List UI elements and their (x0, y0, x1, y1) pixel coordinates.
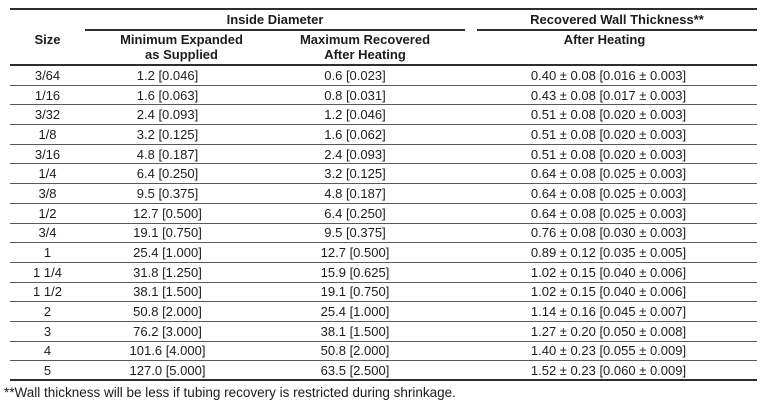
max-recovered-cell: 50.8 [2.000] (320, 343, 390, 359)
table-row: 1 1/2 38.1 [1.500] 19.1 [0.750] 1.02 ± 0.15… (10, 283, 757, 303)
max-recovered-cell: 25.4 [1.000] (320, 304, 390, 320)
min-expanded-cell: 3.2 [0.125] (136, 126, 199, 142)
table-row: 1/2 12.7 [0.500] 6.4 [0.250] 0.64 ± 0.08 [0… (10, 204, 757, 224)
min-expanded-cell: 38.1 [1.500] (133, 284, 202, 300)
min-expanded-cell: 12.7 [0.500] (133, 205, 202, 221)
column-header-after-heating: After Heating (563, 32, 646, 47)
max-recovered-cell: 3.2 [0.125] (324, 166, 386, 182)
group-header-inside-diameter: Inside Diameter (85, 10, 465, 31)
size-cell: 5 (43, 362, 52, 378)
min-expanded-cell: 50.8 [2.000] (133, 304, 202, 320)
size-cell: 1/8 (38, 126, 57, 142)
table-row: 5 127.0 [5.000] 63.5 [2.500] 1.52 ± 0.23 [0… (10, 361, 757, 381)
max-recovered-cell: 1.2 [0.046] (324, 107, 386, 123)
size-cell: 3/4 (38, 225, 57, 241)
min-expanded-cell: 4.8 [0.187] (136, 146, 199, 162)
table-row: 3/32 2.4 [0.093] 1.2 [0.046] 0.51 ± 0.08 [0… (10, 105, 757, 126)
max-recovered-cell: 0.6 [0.023] (324, 67, 386, 83)
min-expanded-cell: 1.6 [0.063] (136, 87, 199, 103)
min-expanded-cell: 25.4 [1.000] (133, 245, 202, 261)
size-cell: 1/16 (34, 87, 61, 103)
max-recovered-cell: 15.9 [0.625] (320, 264, 390, 280)
group-header-spacer (10, 10, 85, 31)
table-row: 3/8 9.5 [0.375] 4.8 [0.187] 0.64 ± 0.08 [0.… (10, 184, 757, 204)
size-cell: 3 (43, 323, 52, 339)
table-row: 1/16 1.6 [0.063] 0.8 [0.031] 0.43 ± 0.08 [0… (10, 86, 757, 106)
min-expanded-cell: 101.6 [4.000] (129, 343, 206, 359)
max-recovered-cell: 2.4 [0.093] (324, 146, 386, 162)
min-expanded-cell: 2.4 [0.093] (136, 107, 199, 123)
group-header-gap (465, 10, 477, 31)
wall-thickness-cell: 0.40 ± 0.08 [0.016 ± 0.003] (530, 67, 687, 83)
max-recovered-cell: 1.6 [0.062] (324, 126, 386, 142)
min-expanded-cell: 127.0 [5.000] (129, 362, 206, 378)
table-row: 1/4 6.4 [0.250] 3.2 [0.125] 0.64 ± 0.08 [0.… (10, 164, 757, 185)
size-cell: 1/4 (38, 166, 57, 182)
wall-thickness-cell: 0.51 ± 0.08 [0.020 ± 0.003] (530, 146, 687, 162)
table-row: 3/64 1.2 [0.046] 0.6 [0.023] 0.40 ± 0.08 [0… (10, 66, 757, 86)
min-expanded-cell: 6.4 [0.250] (136, 166, 199, 182)
max-recovered-cell: 0.8 [0.031] (324, 87, 386, 103)
wall-thickness-cell: 0.64 ± 0.08 [0.025 ± 0.003] (530, 205, 687, 221)
column-header-max-recovered-line1: Maximum Recovered (299, 32, 431, 47)
column-header-min-expanded: Minimum Expanded as Supplied (99, 32, 264, 62)
wall-thickness-cell: 0.43 ± 0.08 [0.017 ± 0.003] (530, 87, 687, 103)
wall-thickness-cell: 1.14 ± 0.16 [0.045 ± 0.007] (530, 304, 687, 320)
size-cell: 2 (43, 304, 52, 320)
size-cell: 4 (43, 343, 52, 359)
min-expanded-cell: 19.1 [0.750] (133, 225, 202, 241)
wall-thickness-cell: 1.27 ± 0.20 [0.050 ± 0.008] (530, 323, 687, 339)
table-row: 3/4 19.1 [0.750] 9.5 [0.375] 0.76 ± 0.08 [0… (10, 224, 757, 244)
wall-thickness-cell: 0.51 ± 0.08 [0.020 ± 0.003] (530, 107, 687, 123)
max-recovered-cell: 19.1 [0.750] (320, 284, 390, 300)
group-header-row: Inside Diameter Recovered Wall Thickness… (10, 10, 757, 31)
max-recovered-cell: 63.5 [2.500] (320, 362, 390, 378)
wall-thickness-cell: 0.64 ± 0.08 [0.025 ± 0.003] (530, 185, 687, 201)
table-row: 1 25.4 [1.000] 12.7 [0.500] 0.89 ± 0.12 [0.… (10, 243, 757, 263)
column-header-min-expanded-line2: as Supplied (145, 46, 218, 62)
wall-thickness-cell: 1.40 ± 0.23 [0.055 ± 0.009] (530, 343, 687, 359)
min-expanded-cell: 31.8 [1.250] (133, 264, 202, 280)
footnote: **Wall thickness will be less if tubing … (4, 385, 456, 400)
size-cell: 3/8 (38, 185, 57, 201)
column-header-max-recovered-line2: After Heating (324, 46, 406, 62)
wall-thickness-cell: 0.89 ± 0.12 [0.035 ± 0.005] (530, 245, 687, 261)
spec-table: Inside Diameter Recovered Wall Thickness… (10, 8, 757, 381)
table-row: 4 101.6 [4.000] 50.8 [2.000] 1.40 ± 0.23 [0… (10, 342, 757, 362)
wall-thickness-cell: 0.64 ± 0.08 [0.025 ± 0.003] (530, 166, 687, 182)
size-cell: 1 1/2 (33, 284, 62, 300)
column-header-size: Size (34, 32, 61, 47)
wall-thickness-cell: 1.02 ± 0.15 [0.040 ± 0.006] (530, 264, 687, 280)
size-cell: 3/32 (34, 107, 61, 123)
column-header-max-recovered: Maximum Recovered After Heating (260, 32, 470, 62)
wall-thickness-cell: 1.52 ± 0.23 [0.060 ± 0.009] (530, 362, 687, 378)
max-recovered-cell: 6.4 [0.250] (324, 205, 386, 221)
max-recovered-cell: 9.5 [0.375] (324, 225, 386, 241)
wall-thickness-cell: 0.76 ± 0.08 [0.030 ± 0.003] (530, 225, 687, 241)
group-header-recovered-wall-thickness: Recovered Wall Thickness** (477, 10, 757, 31)
min-expanded-cell: 1.2 [0.046] (136, 67, 199, 83)
column-header-row: Size Minimum Expanded as Supplied Maximu… (10, 31, 757, 66)
table-row: 3/16 4.8 [0.187] 2.4 [0.093] 0.51 ± 0.08 [0… (10, 145, 757, 165)
wall-thickness-cell: 0.51 ± 0.08 [0.020 ± 0.003] (530, 126, 687, 142)
table-row: 3 76.2 [3.000] 38.1 [1.500] 1.27 ± 0.20 [0.… (10, 322, 757, 342)
table-row: 1 1/4 31.8 [1.250] 15.9 [0.625] 1.02 ± 0.15… (10, 263, 757, 283)
table-row: 1/8 3.2 [0.125] 1.6 [0.062] 0.51 ± 0.08 [0.… (10, 125, 757, 145)
table-row: 2 50.8 [2.000] 25.4 [1.000] 1.14 ± 0.16 [0.… (10, 302, 757, 322)
table-body: 3/64 1.2 [0.046] 0.6 [0.023] 0.40 ± 0.08 [0… (10, 66, 757, 381)
max-recovered-cell: 38.1 [1.500] (320, 323, 390, 339)
max-recovered-cell: 12.7 [0.500] (320, 245, 390, 261)
size-cell: 3/16 (34, 146, 61, 162)
max-recovered-cell: 4.8 [0.187] (324, 185, 386, 201)
size-cell: 3/64 (34, 67, 61, 83)
size-cell: 1 1/4 (33, 264, 62, 280)
min-expanded-cell: 9.5 [0.375] (136, 185, 199, 201)
wall-thickness-cell: 1.02 ± 0.15 [0.040 ± 0.006] (530, 284, 687, 300)
size-cell: 1 (43, 245, 52, 261)
column-header-min-expanded-line1: Minimum Expanded (120, 32, 243, 47)
size-cell: 1/2 (38, 205, 57, 221)
min-expanded-cell: 76.2 [3.000] (133, 323, 202, 339)
table-top-rule (10, 8, 757, 10)
